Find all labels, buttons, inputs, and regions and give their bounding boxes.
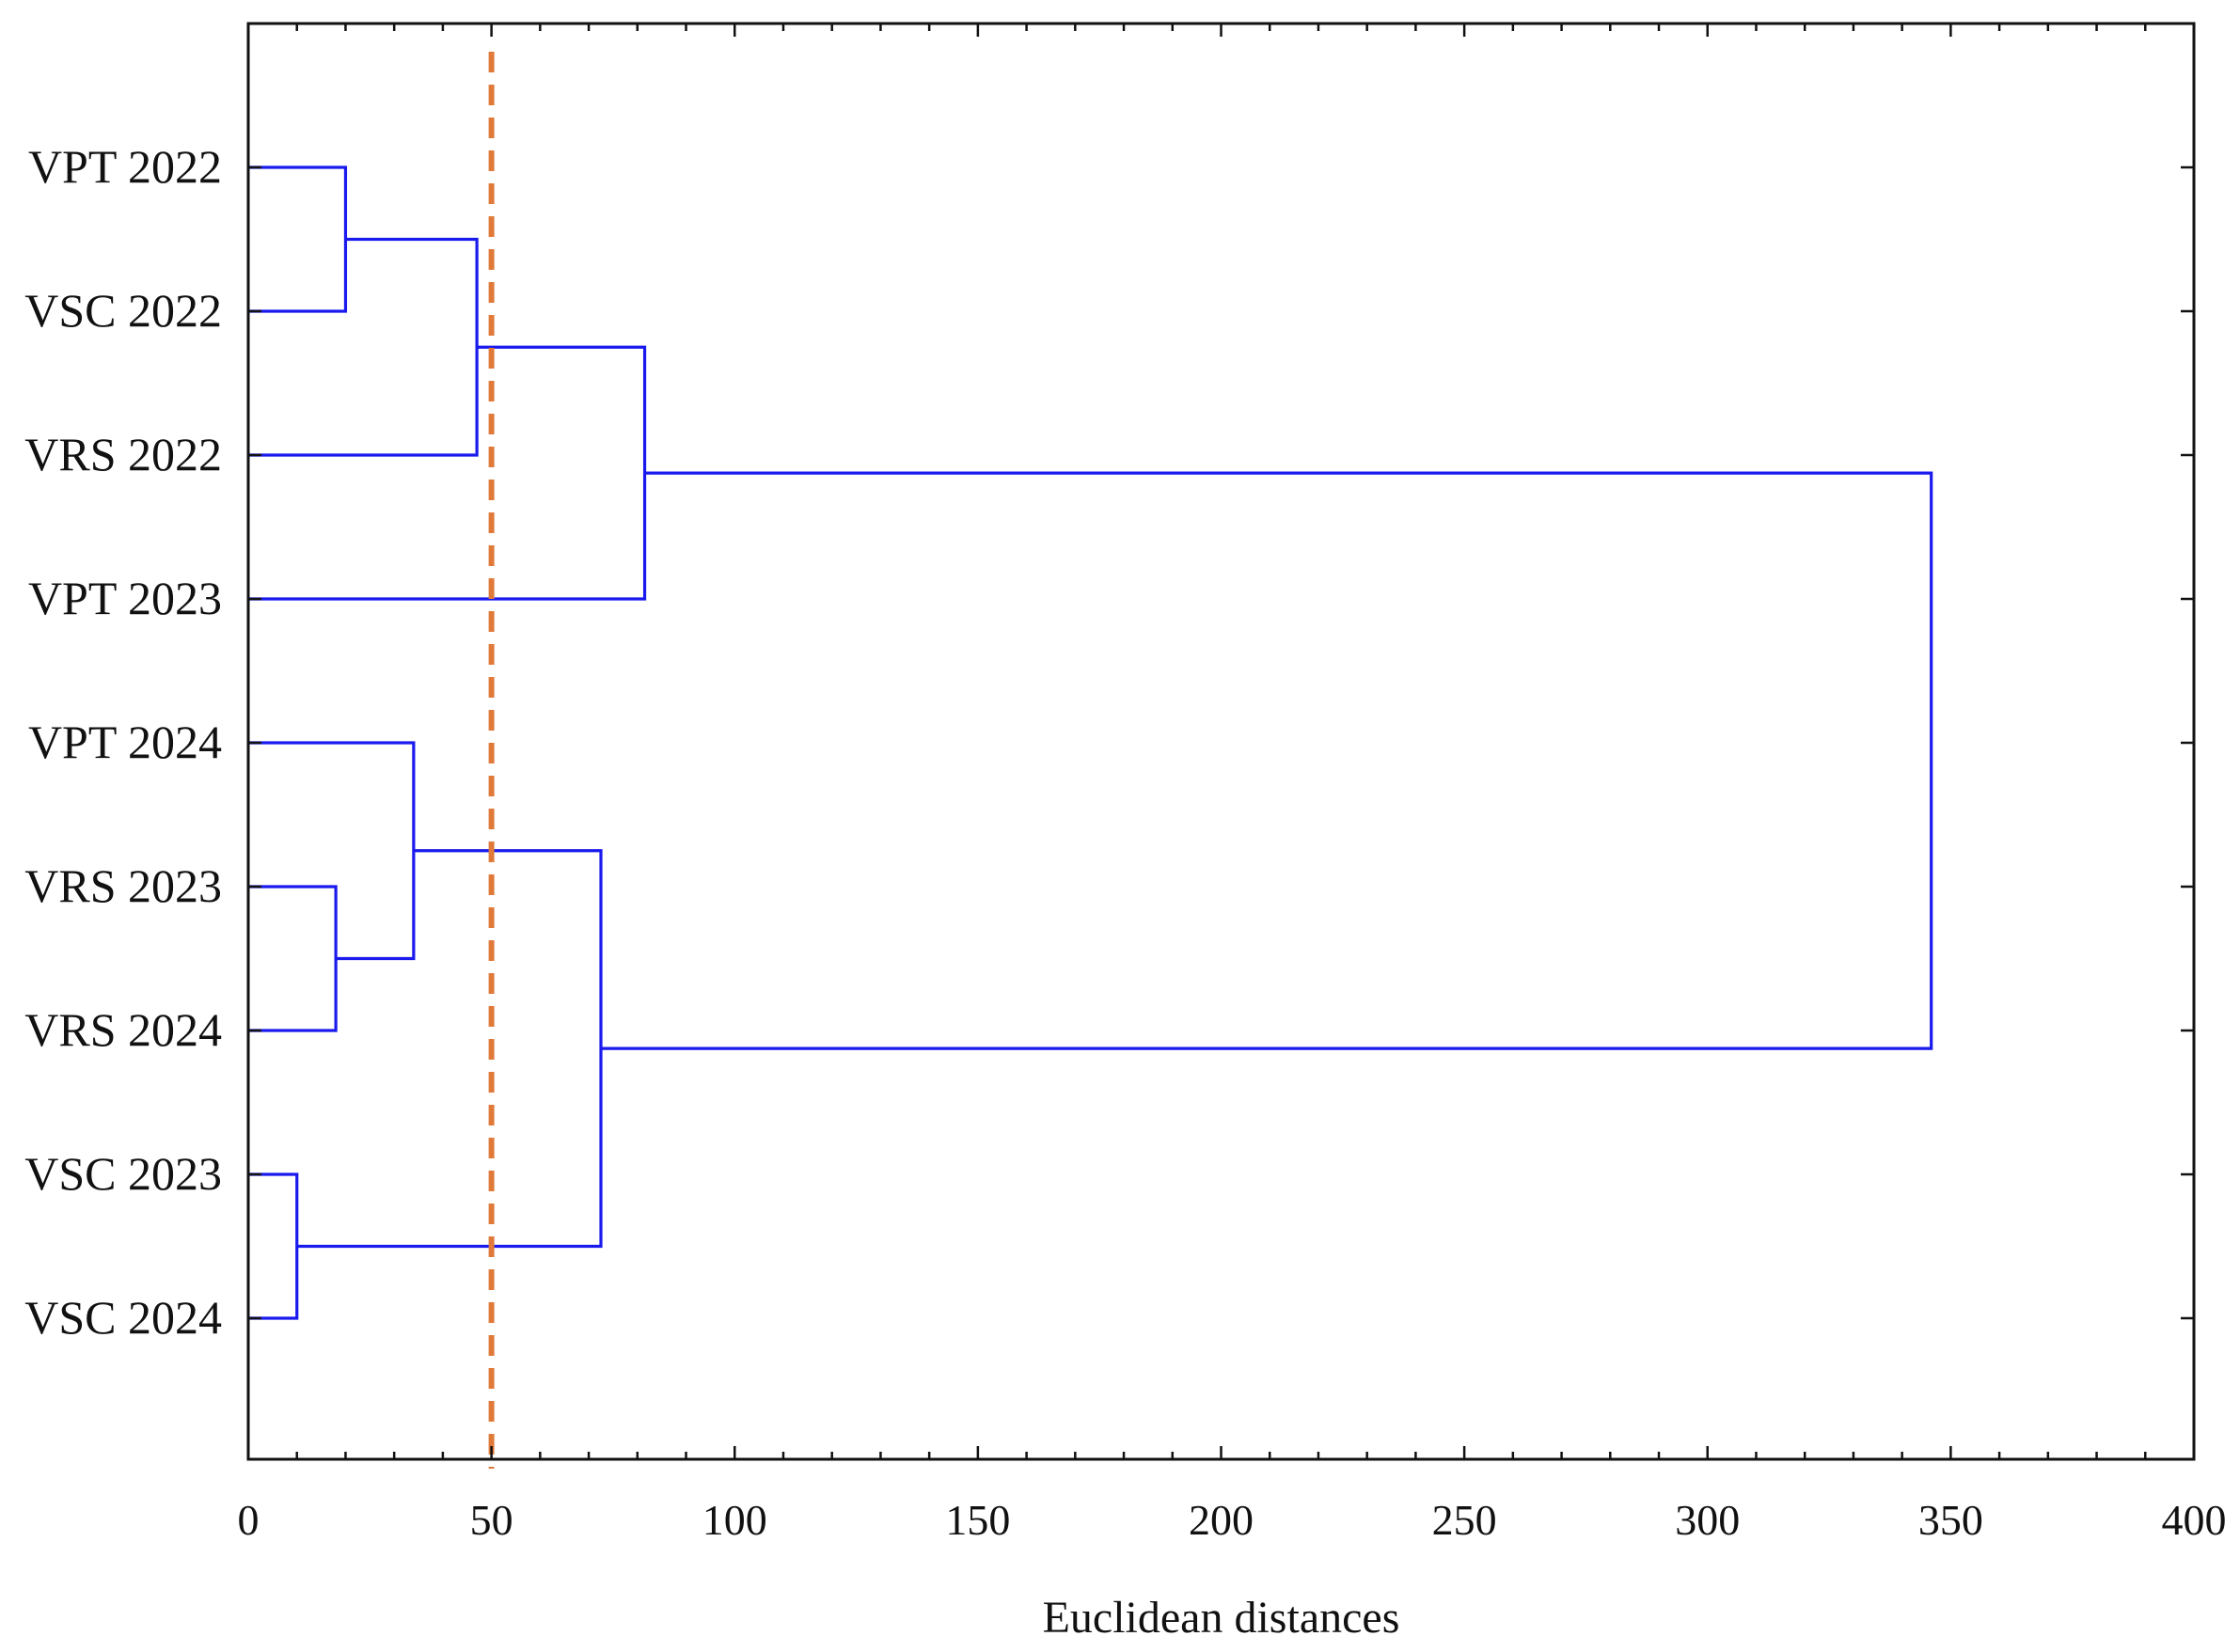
leaf-labels: VPT 2022 VSC 2022 VRS 2022 VPT 2023 VPT 2024…: [24, 140, 222, 1344]
leaf-label-vrs-2023: VRS 2023: [24, 859, 222, 912]
dendrogram-branches: [248, 165, 1933, 1320]
x-axis-title: Euclidean distances: [1043, 1593, 1400, 1643]
leaf-label-vpt-2023: VPT 2023: [28, 572, 222, 624]
leaf-label-vrs-2022: VRS 2022: [24, 428, 222, 480]
x-tick-label-400: 400: [2162, 1496, 2227, 1544]
leaf-label-vsc-2023: VSC 2023: [24, 1147, 222, 1200]
plot-frame: [246, 22, 2196, 1461]
branch-c7: [296, 849, 603, 1249]
leaf-label-vpt-2022: VPT 2022: [28, 140, 222, 193]
x-tick-label-300: 300: [1675, 1496, 1740, 1544]
branch-c8: [601, 471, 1933, 1050]
x-tick-label-50: 50: [470, 1496, 513, 1544]
x-tick-label-150: 150: [945, 1496, 1010, 1544]
leaf-label-vsc-2022: VSC 2022: [24, 284, 222, 337]
x-tick-label-200: 200: [1189, 1496, 1254, 1544]
leaf-label-vpt-2024: VPT 2024: [28, 716, 222, 768]
leaf-label-vrs-2024: VRS 2024: [24, 1003, 222, 1056]
x-tick-label-350: 350: [1918, 1496, 1983, 1544]
leaf-label-vsc-2024: VSC 2024: [24, 1291, 222, 1344]
x-tick-label-0: 0: [238, 1496, 260, 1544]
x-tick-label-250: 250: [1432, 1496, 1497, 1544]
x-tick-label-100: 100: [702, 1496, 767, 1544]
x-axis-tick-labels: 0 50 100 150 200 250 300 350 400: [238, 1496, 2227, 1544]
